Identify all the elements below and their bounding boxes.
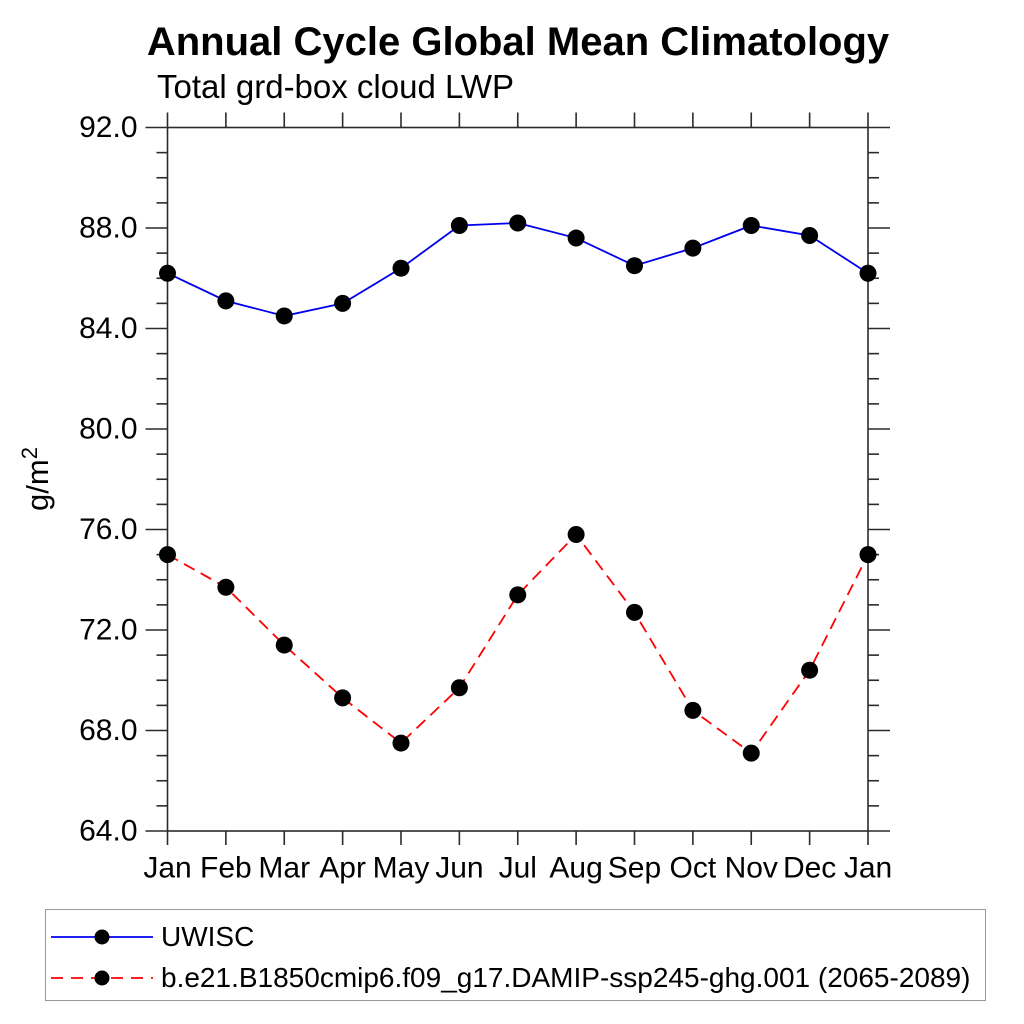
data-point-marker-model <box>801 661 819 679</box>
x-tick-label: Jan <box>844 852 892 885</box>
data-point-marker-uwisc <box>626 257 643 275</box>
data-point-marker-model <box>392 734 410 752</box>
x-tick-label: Jun <box>435 852 483 885</box>
data-point-marker-uwisc <box>684 239 702 257</box>
legend-box: UWISC b.e21.B1850cmip6.f09_g17.DAMIP-ssp2… <box>45 909 986 1001</box>
chart-title: Annual Cycle Global Mean Climatology <box>146 20 890 64</box>
plot-frame <box>166 126 869 832</box>
data-point-marker-model <box>859 546 877 564</box>
x-tick-label: Dec <box>783 852 836 885</box>
data-point-marker-model <box>159 546 176 564</box>
legend-line-sample-uwisc <box>51 929 153 944</box>
data-point-marker-model <box>626 603 643 621</box>
data-point-marker-model <box>567 526 585 544</box>
series-line-uwisc <box>167 222 869 317</box>
data-point-marker-uwisc <box>859 264 877 282</box>
data-point-marker-uwisc <box>450 216 468 234</box>
x-tick-label: Jul <box>499 852 537 885</box>
data-point-marker-uwisc <box>801 227 819 245</box>
y-tick-label: 68.0 <box>79 714 137 747</box>
data-point-marker-model <box>450 679 468 697</box>
chart-subtitle: Total grd-box cloud LWP <box>157 68 515 105</box>
data-point-marker-model <box>742 744 760 762</box>
x-tick-label: Apr <box>319 852 366 885</box>
x-tick-label: May <box>373 852 430 885</box>
data-point-marker-uwisc <box>275 307 293 325</box>
y-tick-label: 76.0 <box>79 513 137 546</box>
data-point-marker-model <box>509 586 527 604</box>
data-point-marker-model <box>684 701 702 719</box>
series-line-model <box>167 533 869 755</box>
legend-item-label: b.e21.B1850cmip6.f09_g17.DAMIP-ssp245-gh… <box>161 961 971 993</box>
data-point-marker-uwisc <box>742 216 760 234</box>
data-point-marker-model <box>334 689 352 707</box>
data-point-marker-uwisc <box>567 229 585 247</box>
y-tick-label: 88.0 <box>79 212 137 245</box>
data-point-marker-uwisc <box>509 214 527 232</box>
legend-item-model: b.e21.B1850cmip6.f09_g17.DAMIP-ssp245-gh… <box>46 957 985 998</box>
x-tick-label: Nov <box>725 852 778 885</box>
data-point-marker-uwisc <box>159 264 176 282</box>
x-tick-label: Sep <box>608 852 661 885</box>
x-tick-label: Feb <box>200 852 252 885</box>
y-axis-label: g/m2 <box>17 447 55 511</box>
y-tick-label: 80.0 <box>79 413 137 446</box>
data-point-marker-uwisc <box>392 259 410 277</box>
legend-item-label: UWISC <box>161 920 255 952</box>
legend-line-sample-model <box>51 970 153 985</box>
x-tick-label: Aug <box>549 852 602 885</box>
x-tick-label: Mar <box>258 852 310 885</box>
data-point-marker-uwisc <box>334 294 352 312</box>
y-tick-label: 84.0 <box>79 312 137 345</box>
x-tick-label: Jan <box>143 852 191 885</box>
data-point-marker-model <box>275 636 293 654</box>
data-point-marker-model <box>217 578 235 596</box>
data-point-marker-uwisc <box>217 292 235 310</box>
legend-item-uwisc: UWISC <box>46 916 985 957</box>
y-tick-label: 92.0 <box>79 111 137 144</box>
y-tick-label: 72.0 <box>79 614 137 647</box>
x-tick-label: Oct <box>670 852 717 885</box>
y-tick-label: 64.0 <box>79 815 137 848</box>
